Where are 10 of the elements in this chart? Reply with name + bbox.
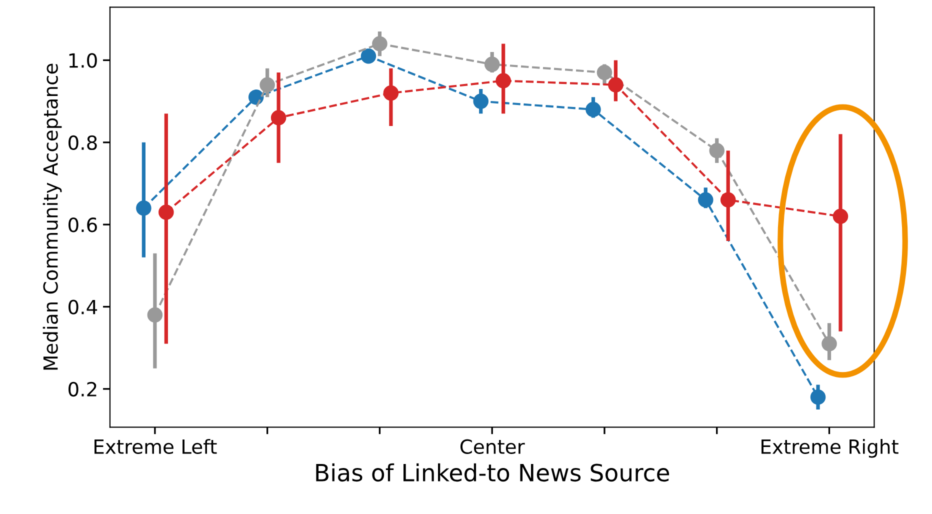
x-tick-label: Extreme Right	[762, 438, 898, 458]
y-axis-title: Median Community Acceptance	[42, 64, 62, 370]
x-tick-label: Center	[460, 439, 525, 454]
y-tick-label: 0.4	[68, 300, 98, 314]
y-tick-label: 0.6	[68, 218, 97, 232]
y-tick-label: 0.8	[68, 135, 97, 150]
x-tick-label: Extreme Left	[94, 438, 217, 454]
x-axis-title: Bias of Linked-to News Source	[316, 463, 670, 482]
y-tick-label: 0.2	[68, 382, 96, 397]
y-tick-label: 1.0	[69, 53, 97, 68]
